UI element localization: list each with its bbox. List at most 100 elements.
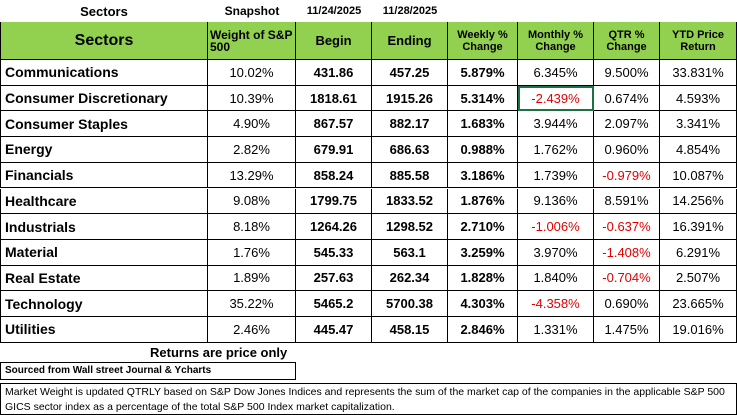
table-cell: -1.006% (518, 214, 594, 240)
sector-name: Utilities (0, 317, 208, 343)
begin-date: 11/24/2025 (306, 5, 362, 17)
sector-name: Real Estate (0, 265, 208, 292)
table-cell: 3.259% (448, 239, 518, 266)
table-cell: 885.58 (372, 162, 448, 189)
table-cell: 3.341% (660, 111, 737, 138)
table-cell: 2.846% (448, 317, 518, 343)
table-cell: 2.097% (594, 111, 660, 138)
table-cell: 5700.38 (372, 291, 448, 317)
table-cell: 9.500% (594, 60, 660, 86)
table-cell: 545.33 (296, 239, 372, 266)
column-header: Weekly % Change (448, 22, 518, 60)
table-cell: 858.24 (296, 162, 372, 189)
table-cell: 1.89% (208, 265, 296, 292)
table-cell: 882.17 (372, 111, 448, 138)
column-header: YTD Price Return (660, 22, 737, 60)
column-header: Begin (296, 22, 372, 60)
table-cell: 0.690% (594, 291, 660, 317)
table-cell: 8.591% (594, 188, 660, 215)
returns-note: Returns are price only (150, 344, 288, 360)
table-cell: 5465.2 (296, 291, 372, 317)
table-cell: 1.876% (448, 188, 518, 215)
table-cell: 0.674% (594, 85, 660, 112)
top-title: Sectors (80, 3, 128, 19)
table-cell: 2.710% (448, 214, 518, 240)
table-cell: 1.739% (518, 162, 594, 189)
table-cell: -0.979% (594, 162, 660, 189)
table-cell: 1.762% (518, 137, 594, 163)
table-cell: 262.34 (372, 265, 448, 292)
table-cell: 1298.52 (372, 214, 448, 240)
sector-name: Technology (0, 291, 208, 317)
table-cell: 10.02% (208, 60, 296, 86)
table-cell: 5.314% (448, 85, 518, 112)
table-cell: 457.25 (372, 60, 448, 86)
table-cell: 1799.75 (296, 188, 372, 215)
table-cell: -1.408% (594, 239, 660, 266)
table-cell: 4.593% (660, 85, 737, 112)
table-cell: 563.1 (372, 239, 448, 266)
table-cell: 686.63 (372, 137, 448, 163)
table-cell: -2.439% (518, 85, 594, 112)
table-cell: 10.087% (660, 162, 737, 189)
table-cell: 1.683% (448, 111, 518, 138)
sector-name: Consumer Staples (0, 111, 208, 138)
table-cell: 1818.61 (296, 85, 372, 112)
table-cell: 8.18% (208, 214, 296, 240)
source: Sourced from Wall street Journal & Ychar… (0, 361, 296, 380)
table-cell: 1.76% (208, 239, 296, 266)
table-cell: 445.47 (296, 317, 372, 343)
table-cell: 0.988% (448, 137, 518, 163)
table-cell: 431.86 (296, 60, 372, 86)
table-cell: 2.82% (208, 137, 296, 163)
table-cell: 1.331% (518, 317, 594, 343)
table-cell: 679.91 (296, 137, 372, 163)
top-label: Snapshot (224, 4, 280, 18)
column-header: Ending (372, 22, 448, 60)
column-header: Sectors (0, 22, 208, 60)
table-cell: 6.291% (660, 239, 737, 266)
sector-name: Communications (0, 60, 208, 86)
sector-name: Material (0, 239, 208, 266)
table-cell: 1.475% (594, 317, 660, 343)
table-cell: 5.879% (448, 60, 518, 86)
table-cell: 2.507% (660, 265, 737, 292)
table-cell: 3.944% (518, 111, 594, 138)
column-header: QTR % Change (594, 22, 660, 60)
table-cell: 1264.26 (296, 214, 372, 240)
table-cell: -4.358% (518, 291, 594, 317)
table-cell: -0.637% (594, 214, 660, 240)
column-header: Monthly % Change (518, 22, 594, 60)
table-cell: 1.840% (518, 265, 594, 292)
table-cell: 19.016% (660, 317, 737, 343)
end-date: 11/28/2025 (382, 5, 438, 17)
table-cell: 16.391% (660, 214, 737, 240)
table-cell: -0.704% (594, 265, 660, 292)
table-cell: 1833.52 (372, 188, 448, 215)
table-cell: 458.15 (372, 317, 448, 343)
note: Market Weight is updated QTRLY based on … (0, 382, 737, 415)
table-cell: 35.22% (208, 291, 296, 317)
table-cell: 4.303% (448, 291, 518, 317)
table-cell: 10.39% (208, 85, 296, 112)
table-cell: 0.960% (594, 137, 660, 163)
column-header: Weight of S&P 500 (208, 22, 296, 60)
sector-name: Energy (0, 137, 208, 163)
table-cell: 23.665% (660, 291, 737, 317)
table-cell: 14.256% (660, 188, 737, 215)
sector-name: Financials (0, 162, 208, 189)
table-cell: 9.08% (208, 188, 296, 215)
sector-name: Industrials (0, 214, 208, 240)
sector-name: Consumer Discretionary (0, 85, 208, 112)
table-cell: 257.63 (296, 265, 372, 292)
table-cell: 4.90% (208, 111, 296, 138)
table-cell: 9.136% (518, 188, 594, 215)
table-cell: 1.828% (448, 265, 518, 292)
sector-name: Healthcare (0, 188, 208, 215)
table-cell: 33.831% (660, 60, 737, 86)
table-cell: 867.57 (296, 111, 372, 138)
table-cell: 6.345% (518, 60, 594, 86)
table-cell: 2.46% (208, 317, 296, 343)
table-cell: 4.854% (660, 137, 737, 163)
